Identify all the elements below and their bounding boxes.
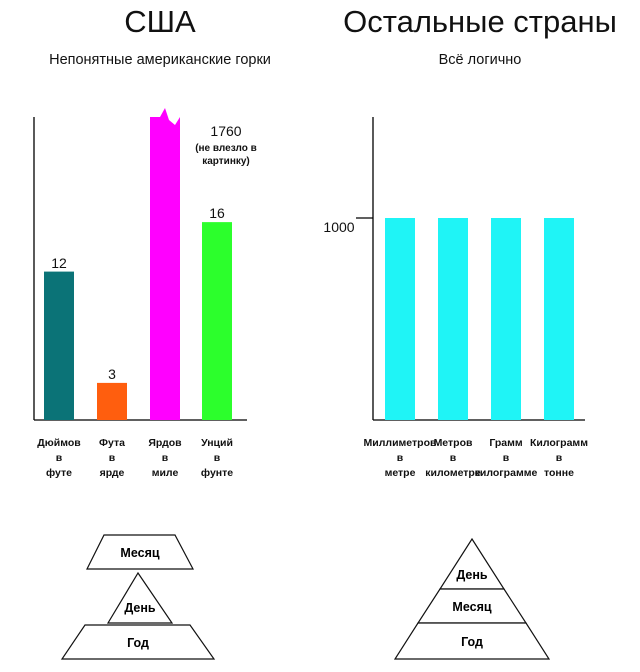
- usa-value-label-0: 12: [51, 254, 67, 271]
- usa-overflow-annotation: (не влезло в картинку): [195, 143, 257, 167]
- usa-bar-0: [44, 271, 74, 420]
- usa-title: США: [124, 4, 196, 39]
- others-category-label-1: Метров в километре: [425, 437, 481, 479]
- usa-category-label-3: Унций в фунте: [200, 437, 234, 479]
- others-category-label-2: Грамм в килограмме: [474, 437, 538, 479]
- usa-subtitle: Непонятные американские горки: [49, 52, 271, 68]
- usa-bar-2: [150, 108, 180, 420]
- others-category-label-3: Килограмм в тонне: [530, 437, 588, 479]
- others-chart: [356, 117, 585, 421]
- others-y-tick-label: 1000: [323, 219, 355, 235]
- usa-bar-1: [97, 382, 127, 420]
- others-bar-3: [544, 218, 574, 420]
- others-pyramid-bottom-label: Год: [461, 635, 483, 649]
- others-pyramid-top-label: День: [456, 568, 488, 582]
- usa-pyramid-middle-label: День: [124, 601, 156, 615]
- usa-pyramid-bottom: [60, 624, 216, 660]
- others-bar-1: [438, 218, 468, 420]
- usa-value-label-2: 1760: [210, 123, 242, 139]
- others-subtitle: Всё логично: [438, 52, 522, 68]
- usa-pyramid-bottom-label: Год: [127, 636, 149, 650]
- usa-pyramid-top: [86, 534, 194, 570]
- others-bar-2: [491, 218, 521, 420]
- others-pyramid-bottom: [393, 622, 551, 660]
- usa-category-label-2: Ярдов в миле: [148, 437, 182, 479]
- charts-canvas: [33, 108, 585, 421]
- usa-value-label-3: 16: [209, 205, 225, 222]
- others-category-label-0: Миллиметров в метре: [363, 437, 437, 479]
- usa-pyramid: Месяц День Год: [60, 534, 216, 660]
- usa-bar-3: [202, 222, 232, 420]
- others-bar-0: [385, 218, 415, 420]
- others-pyramid: День Месяц Год: [393, 537, 551, 660]
- usa-category-label-0: Дюймов в футе: [37, 437, 81, 479]
- pyramids-canvas: Месяц День Год День Месяц Год: [60, 534, 551, 660]
- usa-value-label-1: 3: [108, 365, 116, 382]
- usa-pyramid-top-label: Месяц: [120, 546, 159, 560]
- usa-chart: [33, 108, 247, 421]
- usa-pyramid-middle: [106, 571, 174, 624]
- others-pyramid-middle-label: Месяц: [452, 600, 491, 614]
- usa-category-label-1: Фута в ярде: [99, 437, 125, 479]
- others-title: Остальные страны: [343, 4, 617, 39]
